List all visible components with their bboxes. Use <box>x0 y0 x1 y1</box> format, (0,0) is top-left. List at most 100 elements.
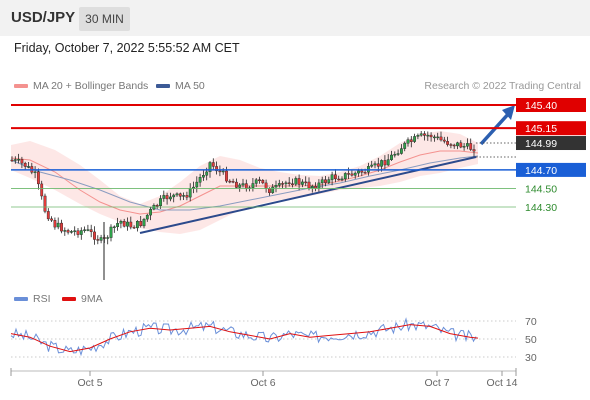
candle <box>215 161 218 175</box>
candle-down-body <box>261 179 265 184</box>
symbol-title: USD/JPY <box>11 9 76 26</box>
candle-up-body <box>195 181 199 188</box>
candle-down-body <box>43 195 47 212</box>
candle-down-body <box>10 159 14 162</box>
candle-up-body <box>466 143 469 147</box>
candle <box>277 179 281 188</box>
candle-up-body <box>370 164 374 167</box>
candle <box>373 161 377 169</box>
candle-down-body <box>334 174 337 180</box>
candle-up-body <box>112 226 116 229</box>
candle-up-body <box>274 184 278 188</box>
level-tag <box>516 136 586 151</box>
candle <box>419 131 423 137</box>
candle-down-body <box>139 220 143 226</box>
candle-up-body <box>198 176 202 183</box>
candle-up-body <box>135 220 139 229</box>
ma20-legend-label: MA 20 + Bollinger Bands <box>33 80 149 92</box>
candle-up-body <box>106 237 110 239</box>
candle-down-body <box>258 179 261 182</box>
level-tag <box>516 162 586 177</box>
candle-up-body <box>294 178 298 185</box>
candle <box>27 162 30 169</box>
level-tag <box>516 121 586 136</box>
candle-up-body <box>109 226 113 238</box>
candle <box>89 224 93 238</box>
candle <box>93 226 96 245</box>
candle-up-body <box>327 179 331 183</box>
candle-up-body <box>116 223 120 228</box>
candle <box>76 228 80 238</box>
level-resistance: 145.40 <box>11 98 586 112</box>
candle <box>46 208 50 221</box>
candle-down-body <box>423 133 426 136</box>
candle-down-body <box>46 211 50 220</box>
candle-down-body <box>347 173 350 175</box>
ma9-legend-swatch <box>62 297 76 301</box>
candle-down-body <box>429 134 433 138</box>
header-bar: USD/JPY 30 MIN <box>0 0 590 36</box>
candle-up-body <box>433 136 436 139</box>
candle-up-body <box>182 195 185 197</box>
candle <box>63 227 67 236</box>
candle <box>416 133 420 140</box>
candle-up-body <box>413 136 416 142</box>
candle-up-body <box>340 178 344 181</box>
candle-down-body <box>297 178 301 185</box>
time-tick-label: Oct 6 <box>250 377 275 389</box>
candle-down-body <box>409 139 413 142</box>
candle <box>139 216 143 228</box>
candle-down-body <box>304 181 308 184</box>
candle-up-body <box>416 134 420 137</box>
candle <box>116 217 120 231</box>
candle-up-body <box>162 195 166 199</box>
candle <box>254 178 258 187</box>
candle-down-body <box>442 139 446 142</box>
candle-up-body <box>436 136 440 139</box>
candle <box>393 151 397 158</box>
candle <box>274 180 278 193</box>
candle-down-body <box>268 188 271 193</box>
candle-down-body <box>452 144 456 147</box>
candle-up-body <box>357 170 360 174</box>
candle <box>83 226 87 233</box>
timeframe-button[interactable]: 30 MIN <box>79 7 130 31</box>
ma50-legend-label: MA 50 <box>175 80 205 92</box>
candle <box>185 191 189 201</box>
candle <box>168 192 172 202</box>
ma20-legend-swatch <box>14 84 28 88</box>
candle-down-body <box>363 171 367 174</box>
candle-up-body <box>271 186 275 193</box>
candle-up-body <box>251 183 255 188</box>
rsi-legend-label: RSI <box>33 293 51 305</box>
candle-down-body <box>89 229 93 233</box>
candle-down-body <box>281 183 284 185</box>
candle <box>79 227 83 240</box>
candle <box>413 133 416 143</box>
candle-down-body <box>165 195 169 200</box>
level-value: 145.15 <box>525 123 557 135</box>
candle <box>466 138 469 150</box>
candle <box>337 175 341 181</box>
candle <box>135 220 139 232</box>
candle-up-body <box>175 193 179 196</box>
candle <box>178 192 182 201</box>
candle <box>132 225 136 229</box>
candle <box>198 173 202 187</box>
candle <box>459 140 463 149</box>
candle <box>238 183 242 192</box>
candle-up-body <box>119 220 123 224</box>
candle <box>446 136 449 147</box>
candle-up-body <box>79 230 83 235</box>
candle <box>330 171 334 186</box>
candle <box>60 219 63 234</box>
candle-up-body <box>310 185 314 189</box>
candle <box>409 136 413 148</box>
candle-down-body <box>324 179 327 183</box>
candle <box>53 217 57 230</box>
candle <box>301 179 304 188</box>
candle-up-body <box>254 179 258 184</box>
candle <box>403 141 407 152</box>
candle <box>469 138 473 151</box>
candle-up-body <box>27 166 30 168</box>
